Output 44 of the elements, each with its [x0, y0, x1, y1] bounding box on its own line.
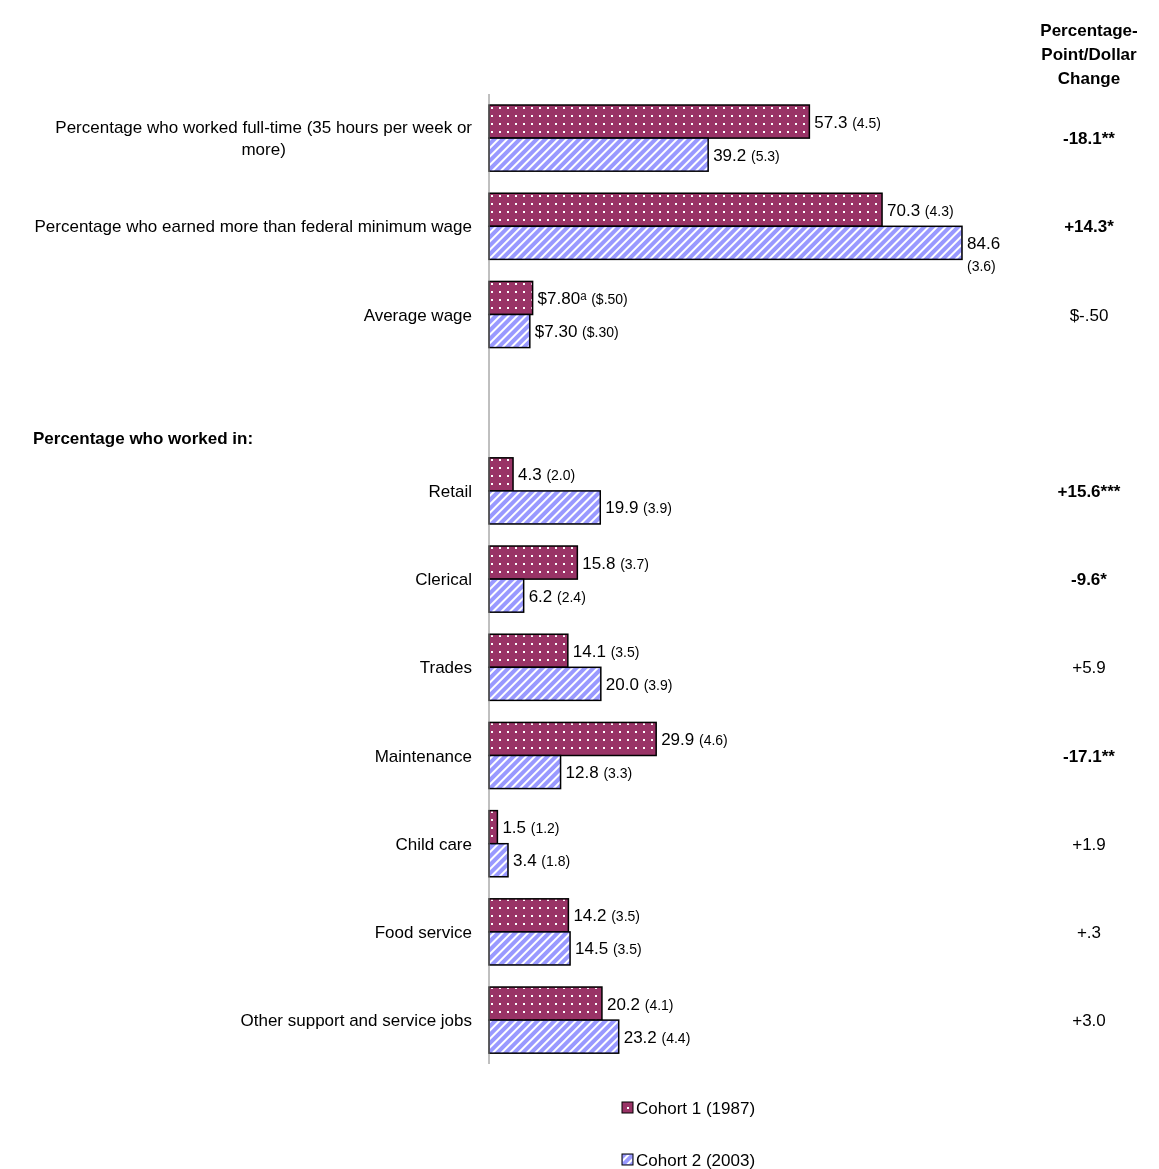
data-label: 15.8 (3.7) — [582, 553, 649, 573]
data-label: 1.5 (1.2) — [502, 818, 560, 838]
data-label: 20.0 (3.9) — [605, 674, 673, 694]
text: -18.1** — [1063, 129, 1116, 149]
text: Percentage-Point/Dollar Change — [1040, 21, 1138, 88]
text: -9.6* — [1071, 570, 1108, 590]
data-label: $7.80ᵃ ($.50) — [537, 288, 628, 308]
data-label: 3.4 (1.8) — [513, 851, 571, 871]
text: +1.9 — [1072, 834, 1106, 854]
data-label: 20.2 (4.1) — [606, 994, 674, 1014]
data-label: 14.1 (3.5) — [572, 641, 640, 661]
y-tick-label: Maintenance — [374, 746, 472, 766]
legend-label: Cohort 1 (1987) — [636, 1099, 756, 1118]
data-label: 19.9 (3.9) — [605, 498, 672, 518]
y-tick-label: Trades — [419, 658, 472, 678]
data-label: 6.2 (2.4) — [528, 586, 586, 606]
text: +5.9 — [1072, 658, 1106, 678]
data-label: 12.8 (3.3) — [565, 763, 633, 783]
data-label: 29.9 (4.6) — [661, 729, 728, 749]
y-tick-label: Percentage who earned more than federal minimum wage — [34, 217, 472, 237]
data-label: 84.6 (3.6) — [967, 233, 1005, 274]
data-label: 57.3 (4.5) — [814, 112, 881, 132]
data-label: 14.5 (3.5) — [575, 939, 642, 959]
text: Percentage who worked in: — [33, 428, 254, 448]
text: -17.1** — [1063, 746, 1116, 766]
data-label: 70.3 (4.3) — [887, 200, 954, 220]
text: +14.3* — [1064, 217, 1115, 237]
y-tick-label: Average wage — [363, 305, 472, 325]
data-label: 14.2 (3.5) — [573, 906, 640, 926]
y-tick-label: Percentage who worked full-time (35 hours per week or more) — [55, 118, 473, 160]
text: +3.0 — [1072, 1011, 1106, 1031]
y-tick-label: Clerical — [415, 570, 472, 590]
y-tick-label: Other support and service jobs — [240, 1011, 472, 1031]
legend-label: Cohort 2 (2003) — [636, 1151, 756, 1169]
y-tick-label: Retail — [428, 481, 472, 501]
text: +.3 — [1076, 922, 1102, 942]
y-tick-label: Food service — [374, 922, 472, 942]
text: +15.6*** — [1057, 481, 1121, 501]
data-label: 23.2 (4.4) — [623, 1027, 691, 1047]
data-label: $7.30 ($.30) — [534, 322, 619, 342]
y-tick-label: Child care — [395, 834, 472, 854]
text: $-.50 — [1069, 305, 1109, 325]
data-label: 4.3 (2.0) — [518, 465, 576, 485]
data-label: 39.2 (5.3) — [713, 145, 780, 165]
